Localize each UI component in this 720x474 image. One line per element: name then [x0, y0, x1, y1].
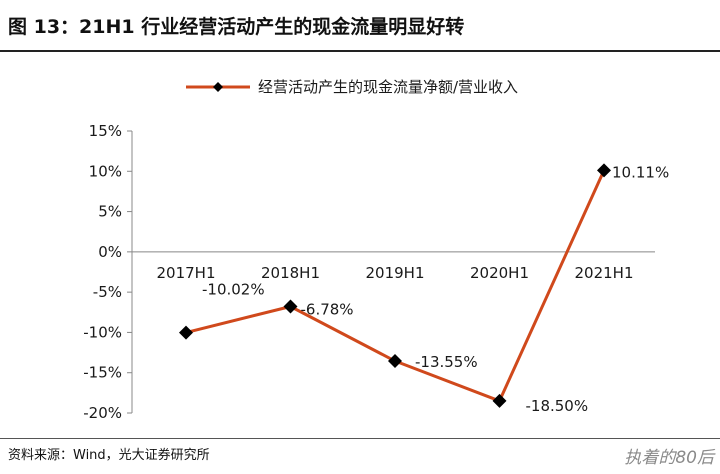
x-tick-label: 2018H1 — [261, 264, 320, 282]
y-tick-label: 10% — [89, 162, 122, 180]
y-tick-label: -5% — [93, 283, 122, 301]
title-bar: 图 13：21H1 行业经营活动产生的现金流量明显好转 — [0, 0, 720, 52]
x-tick-label: 2020H1 — [470, 264, 529, 282]
y-tick-label: 0% — [98, 243, 122, 261]
data-label: -10.02% — [202, 281, 265, 299]
legend: 经营活动产生的现金流量净额/营业收入 — [186, 78, 518, 96]
data-point — [179, 325, 193, 340]
x-tick-label: 2021H1 — [575, 264, 634, 282]
data-label: -13.55% — [415, 353, 478, 371]
y-tick-label: -10% — [83, 323, 122, 341]
source-divider — [0, 438, 720, 439]
line-chart: 经营活动产生的现金流量净额/营业收入 15% 10% 5% 0% -5% -10% -15%… — [83, 78, 669, 422]
legend-label: 经营活动产生的现金流量净额/营业收入 — [258, 78, 518, 96]
data-label: -18.50% — [526, 397, 589, 415]
y-tick-label: -20% — [83, 404, 122, 422]
x-tick-label: 2019H1 — [366, 264, 425, 282]
data-point — [492, 393, 507, 408]
chart-series: -10.02% -6.78% -13.55% -18.50% 10.11% — [179, 163, 669, 415]
y-tick-label: 15% — [89, 122, 122, 140]
source-note: 资料来源：Wind，光大证券研究所 — [8, 448, 210, 463]
data-label: 10.11% — [612, 163, 669, 181]
data-point — [597, 163, 611, 178]
chart-axes: 15% 10% 5% 0% -5% -10% -15% -20% 2017H1 2018H1 201… — [83, 122, 655, 422]
watermark: 执着的80后 — [624, 448, 714, 468]
data-label: -6.78% — [301, 300, 354, 318]
page-title: 图 13：21H1 行业经营活动产生的现金流量明显好转 — [8, 16, 465, 38]
data-point — [283, 299, 298, 314]
title-divider — [0, 50, 720, 52]
data-point — [388, 354, 402, 369]
y-tick-label: 5% — [98, 203, 122, 221]
legend-marker — [213, 82, 223, 92]
y-tick-label: -15% — [83, 364, 122, 382]
x-tick-label: 2017H1 — [157, 264, 216, 282]
